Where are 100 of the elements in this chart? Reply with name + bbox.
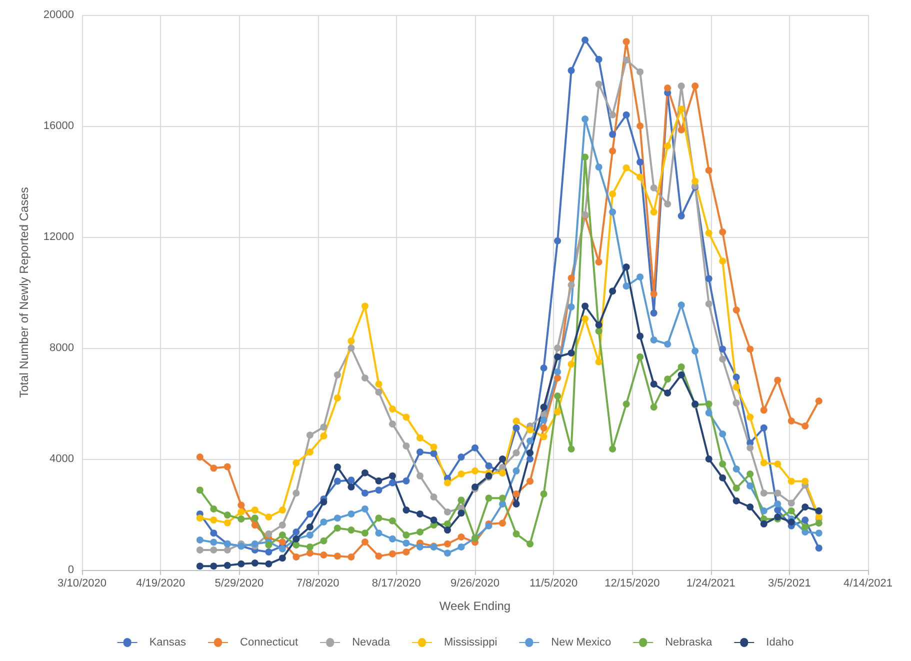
- point: [361, 538, 368, 546]
- point: [416, 543, 424, 550]
- point: [568, 282, 575, 289]
- point: [732, 465, 740, 472]
- point: [760, 459, 768, 466]
- point: [622, 282, 630, 290]
- point: [582, 154, 589, 161]
- point: [458, 470, 465, 478]
- point: [678, 106, 685, 113]
- legend-label: Nebraska: [665, 636, 714, 648]
- point: [595, 56, 602, 63]
- point: [650, 290, 658, 298]
- legend-label: Mississippi: [444, 636, 498, 648]
- point: [719, 356, 726, 363]
- x-tick-label: 3/5/2021: [768, 578, 811, 590]
- point: [678, 82, 685, 90]
- point: [636, 174, 644, 181]
- point: [815, 544, 822, 552]
- point: [636, 68, 644, 76]
- point: [320, 498, 328, 506]
- point: [705, 400, 712, 408]
- point: [238, 502, 245, 509]
- point: [526, 540, 534, 548]
- point: [760, 490, 768, 497]
- point: [251, 522, 258, 529]
- point: [582, 36, 589, 44]
- point: [402, 540, 410, 547]
- point: [815, 507, 822, 514]
- point: [582, 302, 589, 310]
- point: [278, 554, 286, 562]
- point: [540, 424, 548, 432]
- point: [719, 474, 726, 482]
- point: [636, 122, 644, 130]
- point: [444, 508, 451, 516]
- point: [224, 546, 231, 554]
- point: [388, 406, 396, 413]
- point: [224, 512, 231, 519]
- point: [196, 514, 204, 522]
- point: [554, 344, 562, 352]
- point: [196, 546, 204, 554]
- point: [265, 514, 272, 520]
- point: [306, 432, 314, 439]
- point: [609, 288, 616, 295]
- point: [224, 463, 231, 470]
- point: [334, 464, 341, 471]
- point: [430, 450, 438, 457]
- legend-label: New Mexico: [551, 636, 612, 648]
- point: [774, 506, 782, 514]
- point: [265, 530, 272, 538]
- point: [320, 432, 328, 440]
- point: [802, 478, 809, 485]
- point: [746, 414, 754, 421]
- point: [595, 164, 602, 171]
- x-tick-label: 11/5/2020: [530, 578, 578, 590]
- point: [499, 456, 506, 462]
- point: [265, 548, 272, 556]
- point: [348, 553, 355, 560]
- point: [430, 494, 438, 501]
- point: [458, 533, 465, 540]
- x-tick-label: 3/10/2020: [58, 578, 106, 590]
- point: [788, 500, 795, 507]
- point: [554, 408, 562, 416]
- point: [582, 315, 589, 322]
- point: [774, 490, 782, 497]
- point: [444, 540, 451, 548]
- point: [292, 459, 300, 466]
- point: [278, 506, 286, 514]
- point: [582, 116, 589, 123]
- point: [361, 302, 368, 310]
- point: [388, 479, 396, 486]
- x-tick-label: 8/17/2020: [372, 578, 421, 590]
- point: [788, 507, 795, 514]
- point: [692, 82, 699, 90]
- point: [320, 518, 328, 526]
- point: [334, 514, 341, 522]
- point: [348, 510, 355, 518]
- point: [348, 338, 355, 345]
- point: [306, 550, 314, 557]
- point: [526, 449, 534, 456]
- point: [388, 517, 396, 524]
- point: [348, 476, 355, 484]
- point: [512, 467, 520, 474]
- y-axis-title: Total Number of Newly Reported Cases: [17, 187, 31, 398]
- point: [664, 376, 672, 383]
- point: [251, 540, 258, 548]
- point: [361, 490, 368, 497]
- point: [512, 449, 520, 456]
- point: [402, 414, 410, 421]
- point: [444, 520, 451, 528]
- point: [540, 416, 548, 424]
- point: [732, 399, 740, 406]
- point: [224, 519, 231, 526]
- point: [732, 497, 740, 504]
- point: [402, 506, 410, 514]
- x-tick-label: 5/29/2020: [214, 578, 264, 590]
- point: [732, 306, 740, 314]
- point: [402, 548, 410, 556]
- point: [361, 374, 368, 382]
- point: [540, 364, 548, 372]
- point: [636, 158, 644, 166]
